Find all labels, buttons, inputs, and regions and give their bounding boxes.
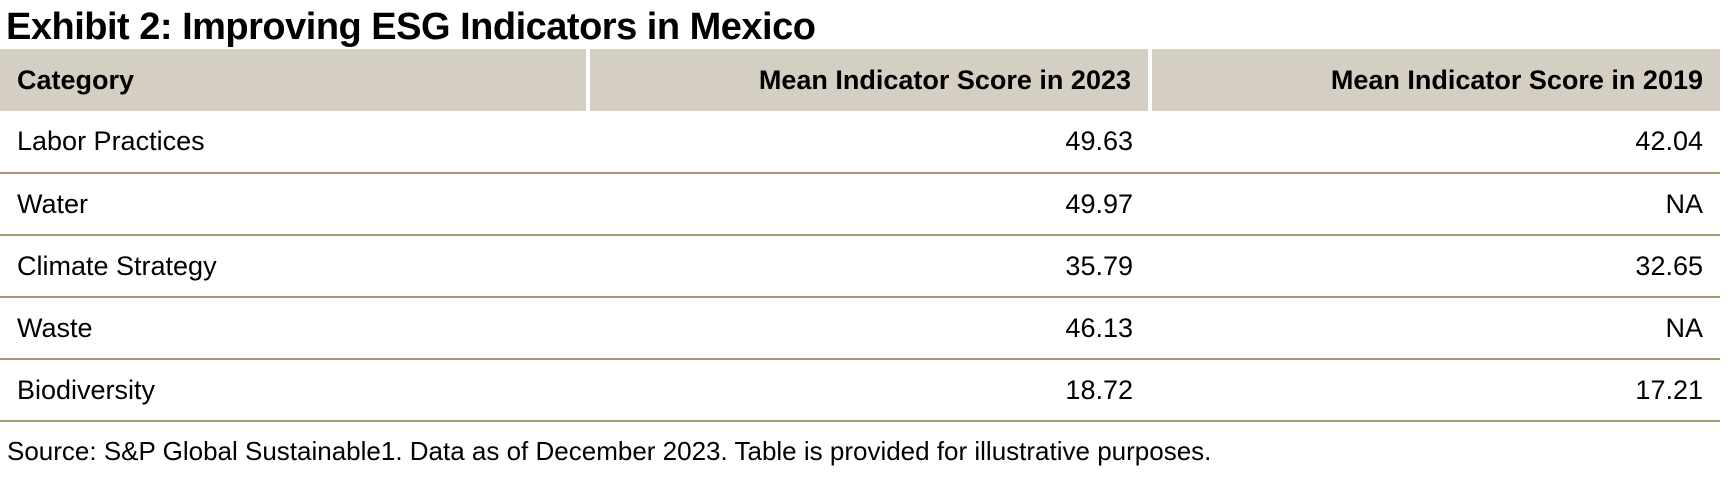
score-2023-cell: 49.63 <box>588 111 1150 174</box>
table-row: Waste 46.13 NA <box>0 297 1720 360</box>
esg-indicators-table: Category Mean Indicator Score in 2023 Me… <box>0 49 1720 422</box>
column-header-category: Category <box>0 49 588 111</box>
table-row: Labor Practices 49.63 42.04 <box>0 111 1720 174</box>
column-header-score-2019: Mean Indicator Score in 2019 <box>1148 49 1720 111</box>
score-2019-cell: 17.21 <box>1150 359 1720 422</box>
category-cell: Labor Practices <box>0 111 588 174</box>
score-2023-cell: 18.72 <box>588 359 1150 422</box>
table-row: Climate Strategy 35.79 32.65 <box>0 235 1720 298</box>
header-row: Category Mean Indicator Score in 2023 Me… <box>0 49 1720 111</box>
category-cell: Biodiversity <box>0 359 588 422</box>
table-body: Labor Practices 49.63 42.04 Water 49.97 … <box>0 111 1720 422</box>
table-row: Biodiversity 18.72 17.21 <box>0 359 1720 422</box>
score-2019-cell: 32.65 <box>1150 235 1720 298</box>
category-cell: Climate Strategy <box>0 235 588 298</box>
score-2023-cell: 49.97 <box>588 173 1150 236</box>
table-row: Water 49.97 NA <box>0 173 1720 236</box>
category-cell: Water <box>0 173 588 236</box>
score-2023-cell: 46.13 <box>588 297 1150 360</box>
source-note: Source: S&P Global Sustainable1. Data as… <box>7 436 1212 466</box>
score-2019-cell: NA <box>1150 173 1720 236</box>
score-2019-cell: NA <box>1150 297 1720 360</box>
score-2023-cell: 35.79 <box>588 235 1150 298</box>
exhibit-title: Exhibit 2: Improving ESG Indicators in M… <box>6 6 816 48</box>
score-2019-cell: 42.04 <box>1150 111 1720 174</box>
category-cell: Waste <box>0 297 588 360</box>
column-header-score-2023: Mean Indicator Score in 2023 <box>586 49 1150 111</box>
table-header: Category Mean Indicator Score in 2023 Me… <box>0 49 1720 111</box>
